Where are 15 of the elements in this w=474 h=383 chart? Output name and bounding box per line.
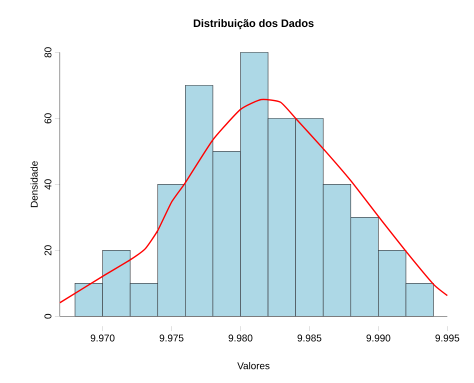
x-tick-label: 9.970 <box>90 334 115 342</box>
y-tick-label: 40 <box>44 179 52 190</box>
x-tick-label: 9.990 <box>366 334 390 342</box>
y-tick-label: 20 <box>44 245 52 256</box>
x-tick-label: 9.975 <box>160 334 184 342</box>
x-tick-label: 9.980 <box>228 334 252 342</box>
chart-title: Distribuição dos Dados <box>194 19 314 30</box>
x-tick-label: 9.995 <box>435 334 460 342</box>
y-tick-label: 0 <box>44 314 52 319</box>
x-axis-title: Valores <box>237 362 270 370</box>
y-tick-label: 80 <box>44 48 52 58</box>
y-axis-title: Densidade <box>30 161 38 208</box>
x-tick-label: 9.985 <box>298 334 322 342</box>
y-tick-label: 60 <box>44 114 52 124</box>
line-series <box>59 99 448 304</box>
